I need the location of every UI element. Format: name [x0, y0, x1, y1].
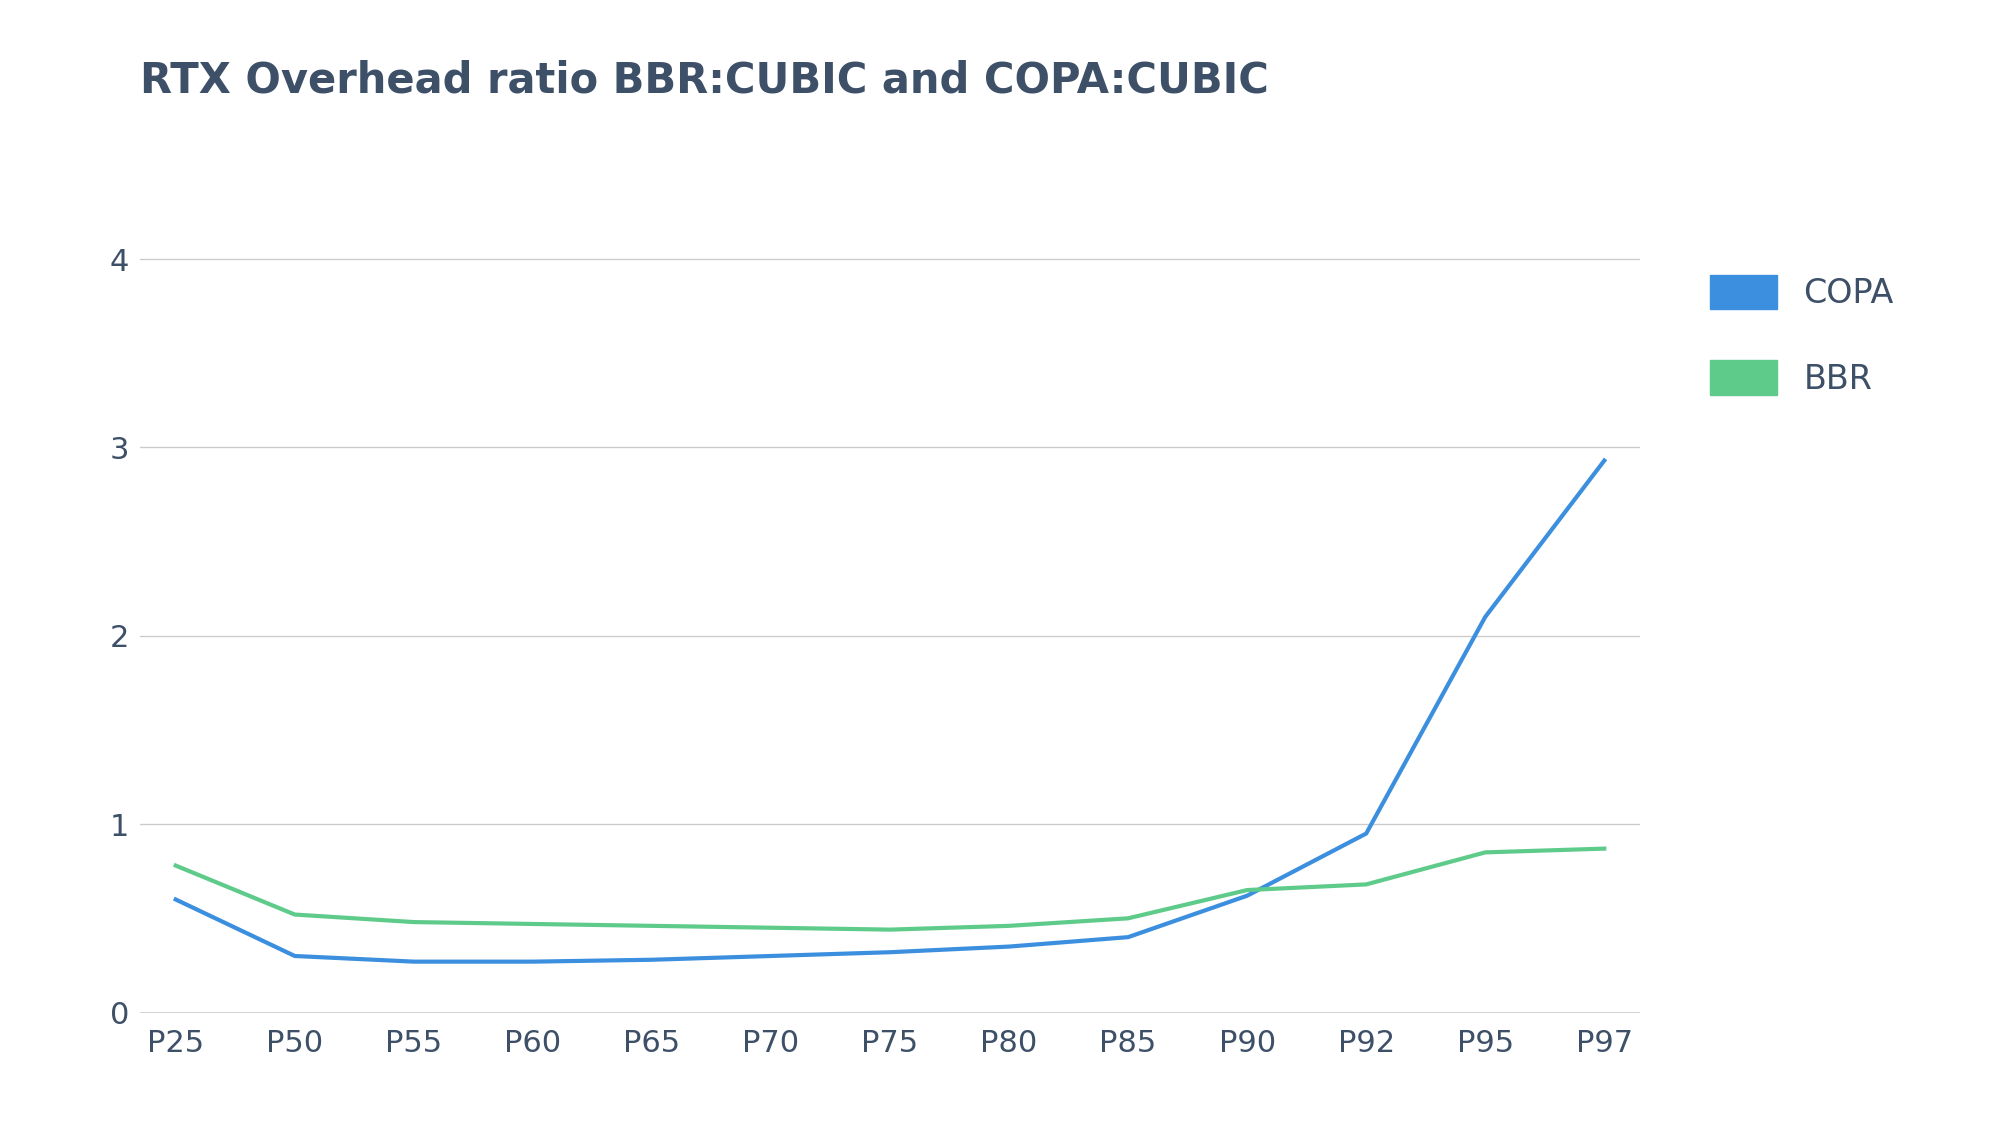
- Legend: COPA, BBR: COPA, BBR: [1676, 242, 1928, 429]
- Text: RTX Overhead ratio BBR:CUBIC and COPA:CUBIC: RTX Overhead ratio BBR:CUBIC and COPA:CU…: [140, 60, 1268, 101]
